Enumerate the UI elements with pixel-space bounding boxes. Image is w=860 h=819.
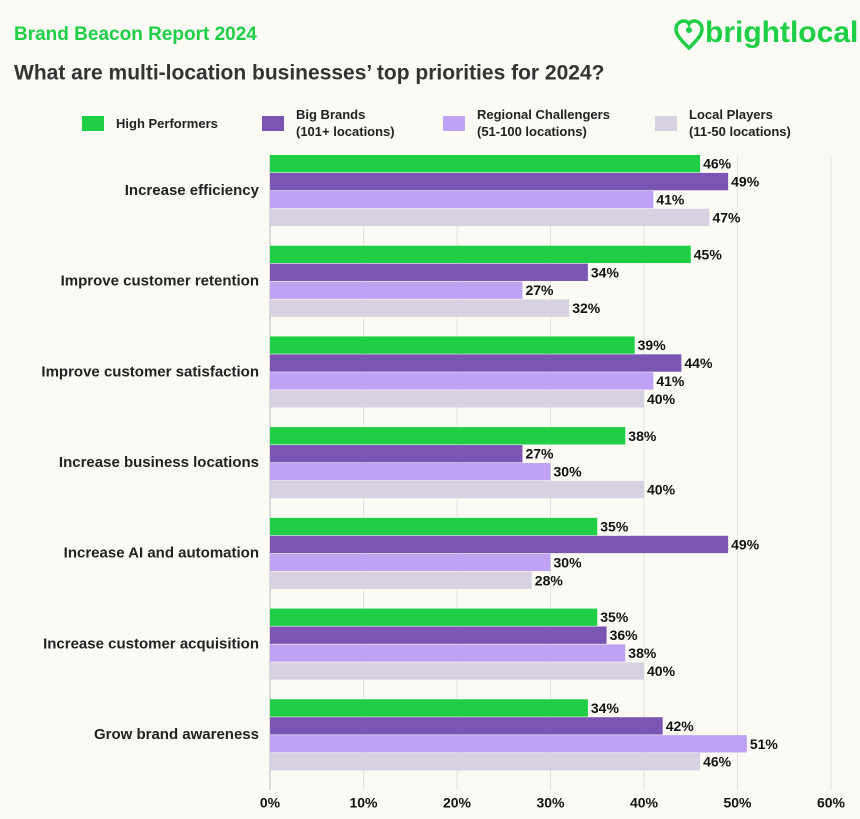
data-label: 35% xyxy=(600,609,629,625)
y-tick-label: Grow brand awareness xyxy=(94,726,259,743)
data-label: 41% xyxy=(656,192,685,208)
bar xyxy=(270,571,532,589)
legend-label: Regional Challengers (51-100 locations) xyxy=(477,107,610,139)
bar xyxy=(270,517,598,536)
data-label: 49% xyxy=(731,536,760,552)
bar xyxy=(270,753,701,771)
y-tick-label: Increase customer acquisition xyxy=(43,635,259,652)
legend-label: High Performers xyxy=(116,115,218,131)
bar xyxy=(270,155,701,173)
logo-text: brightlocal xyxy=(705,16,858,49)
data-label: 49% xyxy=(731,174,760,190)
data-label: 47% xyxy=(712,209,741,225)
bar xyxy=(270,463,551,481)
bar xyxy=(270,208,710,227)
bar xyxy=(270,172,729,191)
data-label: 28% xyxy=(535,572,564,588)
data-label: 38% xyxy=(628,428,657,444)
legend-item: High Performers xyxy=(82,106,218,140)
logo: brightlocal xyxy=(674,16,858,51)
bar xyxy=(270,553,551,572)
legend-label: Local Players (11-50 locations) xyxy=(689,107,791,139)
y-tick-label: Increase efficiency xyxy=(125,182,260,199)
data-label: 32% xyxy=(572,300,601,316)
bar xyxy=(270,245,691,264)
x-tick-label: 0% xyxy=(260,795,281,811)
data-label: 30% xyxy=(554,554,583,570)
bar xyxy=(270,372,654,390)
bar xyxy=(270,662,644,680)
legend-item: Big Brands (101+ locations) xyxy=(262,106,395,140)
bar xyxy=(270,626,607,644)
data-label: 35% xyxy=(600,519,629,535)
logo-dot xyxy=(686,27,692,33)
x-tick-label: 60% xyxy=(817,795,846,811)
y-tick-label: Improve customer retention xyxy=(61,273,259,290)
bar xyxy=(270,644,626,662)
logo-icon xyxy=(674,19,704,51)
bar xyxy=(270,608,598,626)
bar xyxy=(270,480,644,499)
data-label: 46% xyxy=(703,754,732,770)
data-label: 39% xyxy=(638,337,667,353)
legend-swatch xyxy=(262,115,284,131)
bar xyxy=(270,336,635,354)
data-label: 40% xyxy=(647,663,676,679)
data-label: 44% xyxy=(684,355,713,371)
bar xyxy=(270,263,588,281)
x-tick-label: 40% xyxy=(630,795,659,811)
data-label: 46% xyxy=(703,156,732,172)
bar xyxy=(270,281,523,299)
y-tick-label: Improve customer satisfaction xyxy=(41,363,259,380)
x-tick-label: 20% xyxy=(443,795,472,811)
legend-swatch xyxy=(82,115,104,131)
data-label: 36% xyxy=(610,627,639,643)
data-label: 38% xyxy=(628,645,657,661)
data-label: 34% xyxy=(591,700,620,716)
data-label: 45% xyxy=(694,246,723,262)
bar xyxy=(270,190,654,209)
bar xyxy=(270,427,626,445)
legend-swatch xyxy=(655,115,677,131)
x-tick-label: 30% xyxy=(536,795,565,811)
bar xyxy=(270,735,747,753)
legend-item: Local Players (11-50 locations) xyxy=(655,106,791,140)
data-label: 27% xyxy=(525,282,554,298)
bar xyxy=(270,717,663,735)
report-title: Brand Beacon Report 2024 xyxy=(14,24,257,45)
data-label: 27% xyxy=(525,446,554,462)
bar xyxy=(270,699,588,717)
y-tick-label: Increase AI and automation xyxy=(64,545,259,562)
x-tick-label: 10% xyxy=(349,795,378,811)
legend-item: Regional Challengers (51-100 locations) xyxy=(443,106,610,140)
bar xyxy=(270,535,729,554)
bar xyxy=(270,299,570,317)
bar xyxy=(270,354,682,372)
data-label: 41% xyxy=(656,373,685,389)
bar xyxy=(270,390,644,408)
data-label: 51% xyxy=(750,736,779,752)
y-tick-label: Increase business locations xyxy=(59,454,259,471)
legend-label: Big Brands (101+ locations) xyxy=(296,107,395,139)
data-label: 40% xyxy=(647,391,676,407)
data-label: 42% xyxy=(666,718,695,734)
legend-swatch xyxy=(443,115,465,131)
data-label: 34% xyxy=(591,264,620,280)
data-label: 40% xyxy=(647,482,676,498)
data-label: 30% xyxy=(554,464,583,480)
bar xyxy=(270,445,523,463)
x-tick-label: 50% xyxy=(723,795,752,811)
chart-title: What are multi-location businesses’ top … xyxy=(14,62,604,85)
